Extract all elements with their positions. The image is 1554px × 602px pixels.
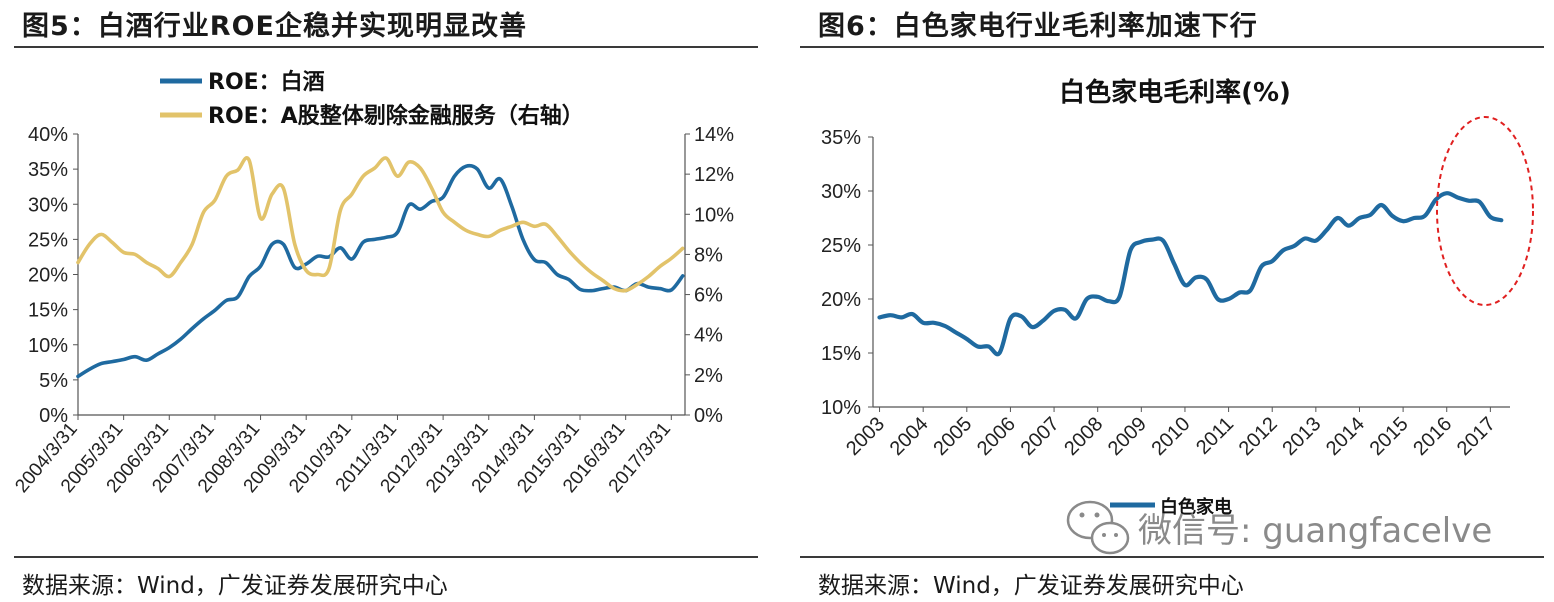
left-footer-rule	[14, 556, 758, 558]
right-panel-title: 图6：白色家电行业毛利率加速下行	[818, 11, 1258, 42]
left-y-tick-label: 10%	[28, 335, 68, 357]
left-y-tick-label: 35%	[28, 159, 68, 181]
right-chart-x-tick-label: 2012	[1235, 413, 1282, 460]
right-chart-y-tick-label: 15%	[821, 343, 861, 365]
right-chart-title: 白色家电毛利率(%)	[1059, 77, 1291, 108]
left-y-tick-label: 5%	[39, 370, 68, 392]
watermark: 微信号: guangfacelve	[1066, 500, 1492, 555]
right-chart-y-tick-label: 20%	[821, 289, 861, 311]
right-y-tick-label: 4%	[694, 325, 723, 347]
series-line-roe-a-share	[76, 156, 685, 293]
right-y-tick-label: 0%	[694, 405, 723, 427]
legend-label-roe-baijiu: ROE：白酒	[208, 69, 325, 95]
left-y-tick-label: 25%	[28, 229, 68, 251]
left-y-tick-label: 15%	[28, 300, 68, 322]
right-chart-x-tick-label: 2015	[1366, 413, 1413, 460]
left-legend: ROE：白酒 ROE：A股整体剔除金融服务（右轴）	[160, 69, 584, 129]
right-legend: 白色家电	[1110, 496, 1232, 518]
right-y-tick-label: 2%	[694, 365, 723, 387]
right-chart-x-tick-label: 2005	[929, 413, 976, 460]
right-chart-x-tick-label: 2011	[1192, 413, 1238, 459]
right-chart-y-tick-label: 30%	[821, 181, 861, 203]
legend-label-baise-jiadian: 白色家电	[1160, 496, 1232, 518]
left-source-note: 数据来源：Wind，广发证券发展研究中心	[22, 573, 448, 599]
right-source-note: 数据来源：Wind，广发证券发展研究中心	[818, 573, 1244, 599]
right-y-tick-label: 8%	[694, 244, 723, 266]
left-title-rule	[14, 46, 758, 48]
right-chart-x-tick-label: 2003	[842, 413, 889, 460]
right-chart-x-tick-label: 2004	[886, 413, 933, 460]
right-footer-rule	[800, 556, 1544, 558]
right-chart-x-tick-label: 2014	[1322, 413, 1369, 460]
right-chart-x-tick-label: 2010	[1147, 413, 1194, 460]
legend-label-roe-a-share: ROE：A股整体剔除金融服务（右轴）	[208, 103, 584, 129]
left-y-tick-label: 40%	[28, 124, 68, 146]
left-y-tick-label: 30%	[28, 194, 68, 216]
series-line-baise-jiadian	[877, 191, 1504, 357]
right-chart-x-tick-label: 2013	[1278, 413, 1325, 460]
right-chart-x-tick-label: 2008	[1060, 413, 1107, 460]
series-line-roe-baijiu	[76, 163, 685, 379]
wechat-icon	[1066, 500, 1130, 555]
right-y-tick-label: 12%	[694, 164, 734, 186]
right-y-tick-label: 14%	[694, 124, 734, 146]
right-chart-x-tick-label: 2006	[973, 413, 1020, 460]
right-chart-y-tick-label: 10%	[821, 397, 861, 419]
right-chart-x-tick-label: 2017	[1453, 413, 1500, 460]
right-chart-x-tick-label: 2016	[1409, 413, 1456, 460]
left-chart: 0% 5% 10% 15% 20% 25% 30% 35% 40% 0% 2% 4% 6% 8% 10% 1…	[11, 69, 734, 497]
right-chart-y-tick-label: 25%	[821, 235, 861, 257]
right-chart-x-tick-label: 2007	[1017, 413, 1064, 460]
right-chart: 白色家电毛利率(%) 10%15%20%25%30%35% 2003200420…	[821, 77, 1534, 518]
right-title-rule	[800, 46, 1544, 48]
right-y-tick-label: 10%	[694, 204, 734, 226]
right-chart-x-tick-label: 2009	[1104, 413, 1151, 460]
highlight-ellipse	[1436, 116, 1534, 306]
right-y-tick-label: 6%	[694, 285, 723, 307]
right-chart-y-tick-label: 35%	[821, 127, 861, 149]
left-y-tick-label: 0%	[39, 405, 68, 427]
left-y-tick-label: 20%	[28, 265, 68, 287]
watermark-text: 微信号: guangfacelve	[1138, 511, 1492, 551]
left-panel-title: 图5：白酒行业ROE企稳并实现明显改善	[22, 11, 527, 42]
